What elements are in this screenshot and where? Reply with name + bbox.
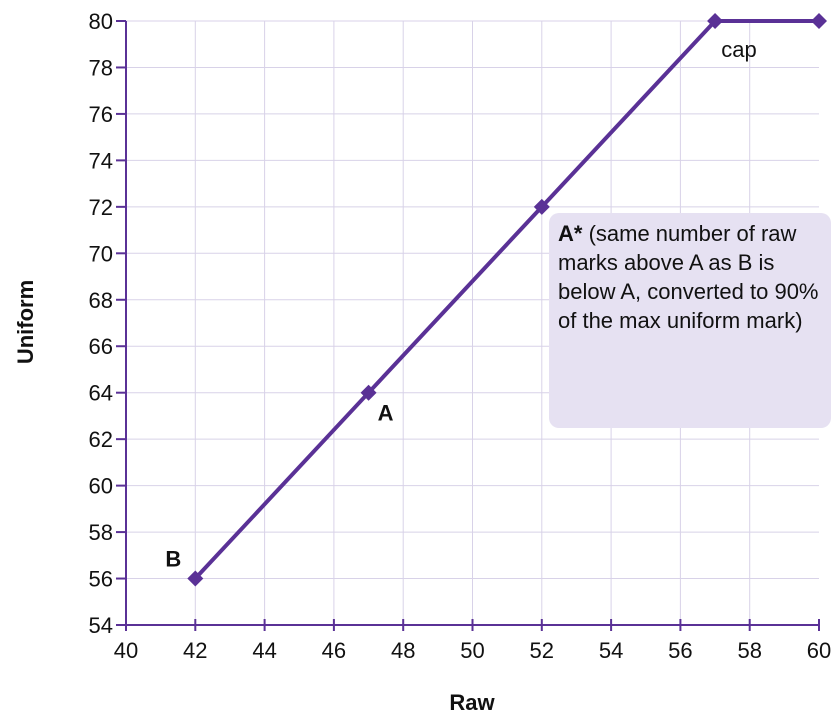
x-tick-label: 52 bbox=[530, 638, 554, 663]
x-axis-ticks: 40 42 44 46 48 50 52 54 56 58 60 bbox=[114, 619, 831, 663]
point-marker bbox=[811, 13, 827, 29]
y-tick-label: 62 bbox=[89, 427, 113, 452]
y-tick-label: 80 bbox=[89, 9, 113, 34]
point-label-b: B bbox=[165, 547, 181, 572]
x-tick-label: 48 bbox=[391, 638, 415, 663]
x-tick-label: 42 bbox=[183, 638, 207, 663]
y-tick-label: 56 bbox=[89, 567, 113, 592]
point-label-cap: cap bbox=[721, 37, 756, 62]
y-tick-label: 74 bbox=[89, 148, 113, 173]
y-tick-label: 68 bbox=[89, 288, 113, 313]
y-tick-label: 64 bbox=[89, 381, 113, 406]
point-markers bbox=[187, 13, 827, 587]
y-tick-label: 66 bbox=[89, 334, 113, 359]
y-tick-label: 60 bbox=[89, 474, 113, 499]
annotation-bold: A* bbox=[558, 221, 583, 246]
x-tick-label: 58 bbox=[737, 638, 761, 663]
y-tick-label: 76 bbox=[89, 102, 113, 127]
x-tick-label: 54 bbox=[599, 638, 623, 663]
y-tick-label: 58 bbox=[89, 520, 113, 545]
point-label-a: A bbox=[378, 401, 394, 426]
x-tick-label: 60 bbox=[807, 638, 831, 663]
x-tick-label: 46 bbox=[322, 638, 346, 663]
y-tick-label: 78 bbox=[89, 55, 113, 80]
y-tick-label: 54 bbox=[89, 613, 113, 638]
x-tick-label: 44 bbox=[252, 638, 276, 663]
y-tick-label: 72 bbox=[89, 195, 113, 220]
y-axis-title: Uniform bbox=[13, 280, 38, 364]
x-tick-label: 40 bbox=[114, 638, 138, 663]
annotation-callout: A* (same number of raw marks above A as … bbox=[549, 213, 831, 428]
y-tick-label: 70 bbox=[89, 241, 113, 266]
point-marker bbox=[533, 198, 550, 215]
x-tick-label: 50 bbox=[460, 638, 484, 663]
point-marker bbox=[360, 384, 377, 401]
point-marker bbox=[707, 13, 724, 29]
point-marker bbox=[187, 570, 204, 587]
annotation-text: (same number of raw marks above A as B i… bbox=[558, 221, 819, 333]
x-tick-label: 56 bbox=[668, 638, 692, 663]
y-axis-ticks: 54 56 58 60 62 64 66 68 70 72 74 76 78 80 bbox=[89, 9, 126, 638]
x-axis-title: Raw bbox=[449, 690, 495, 715]
